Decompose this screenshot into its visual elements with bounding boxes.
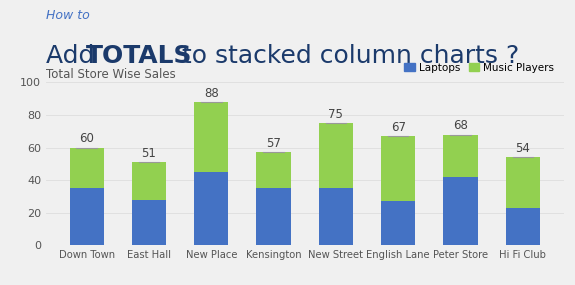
Bar bbox=[381, 136, 415, 201]
Text: 51: 51 bbox=[141, 147, 156, 160]
Legend: Laptops, Music Players: Laptops, Music Players bbox=[400, 58, 558, 77]
Text: 54: 54 bbox=[515, 142, 530, 155]
Bar bbox=[505, 208, 540, 245]
Text: How to: How to bbox=[46, 9, 90, 22]
Text: to stacked column charts ?: to stacked column charts ? bbox=[174, 44, 520, 68]
Bar bbox=[256, 188, 291, 245]
Bar bbox=[132, 200, 166, 245]
Bar bbox=[443, 135, 478, 177]
Text: 60: 60 bbox=[79, 132, 94, 145]
Text: Total Store Wise Sales: Total Store Wise Sales bbox=[46, 68, 176, 81]
Bar bbox=[319, 188, 353, 245]
Bar bbox=[70, 188, 104, 245]
Text: 67: 67 bbox=[391, 121, 406, 134]
Text: 68: 68 bbox=[453, 119, 468, 132]
Bar bbox=[256, 152, 291, 188]
Text: 75: 75 bbox=[328, 108, 343, 121]
Bar bbox=[505, 157, 540, 208]
Bar bbox=[70, 148, 104, 188]
Bar bbox=[194, 172, 228, 245]
Bar bbox=[319, 123, 353, 188]
Bar bbox=[132, 162, 166, 200]
Bar bbox=[443, 177, 478, 245]
Text: 88: 88 bbox=[204, 87, 218, 99]
Text: Add: Add bbox=[46, 44, 102, 68]
Bar bbox=[194, 102, 228, 172]
Text: 57: 57 bbox=[266, 137, 281, 150]
Text: TOTALS: TOTALS bbox=[86, 44, 193, 68]
Bar bbox=[381, 201, 415, 245]
